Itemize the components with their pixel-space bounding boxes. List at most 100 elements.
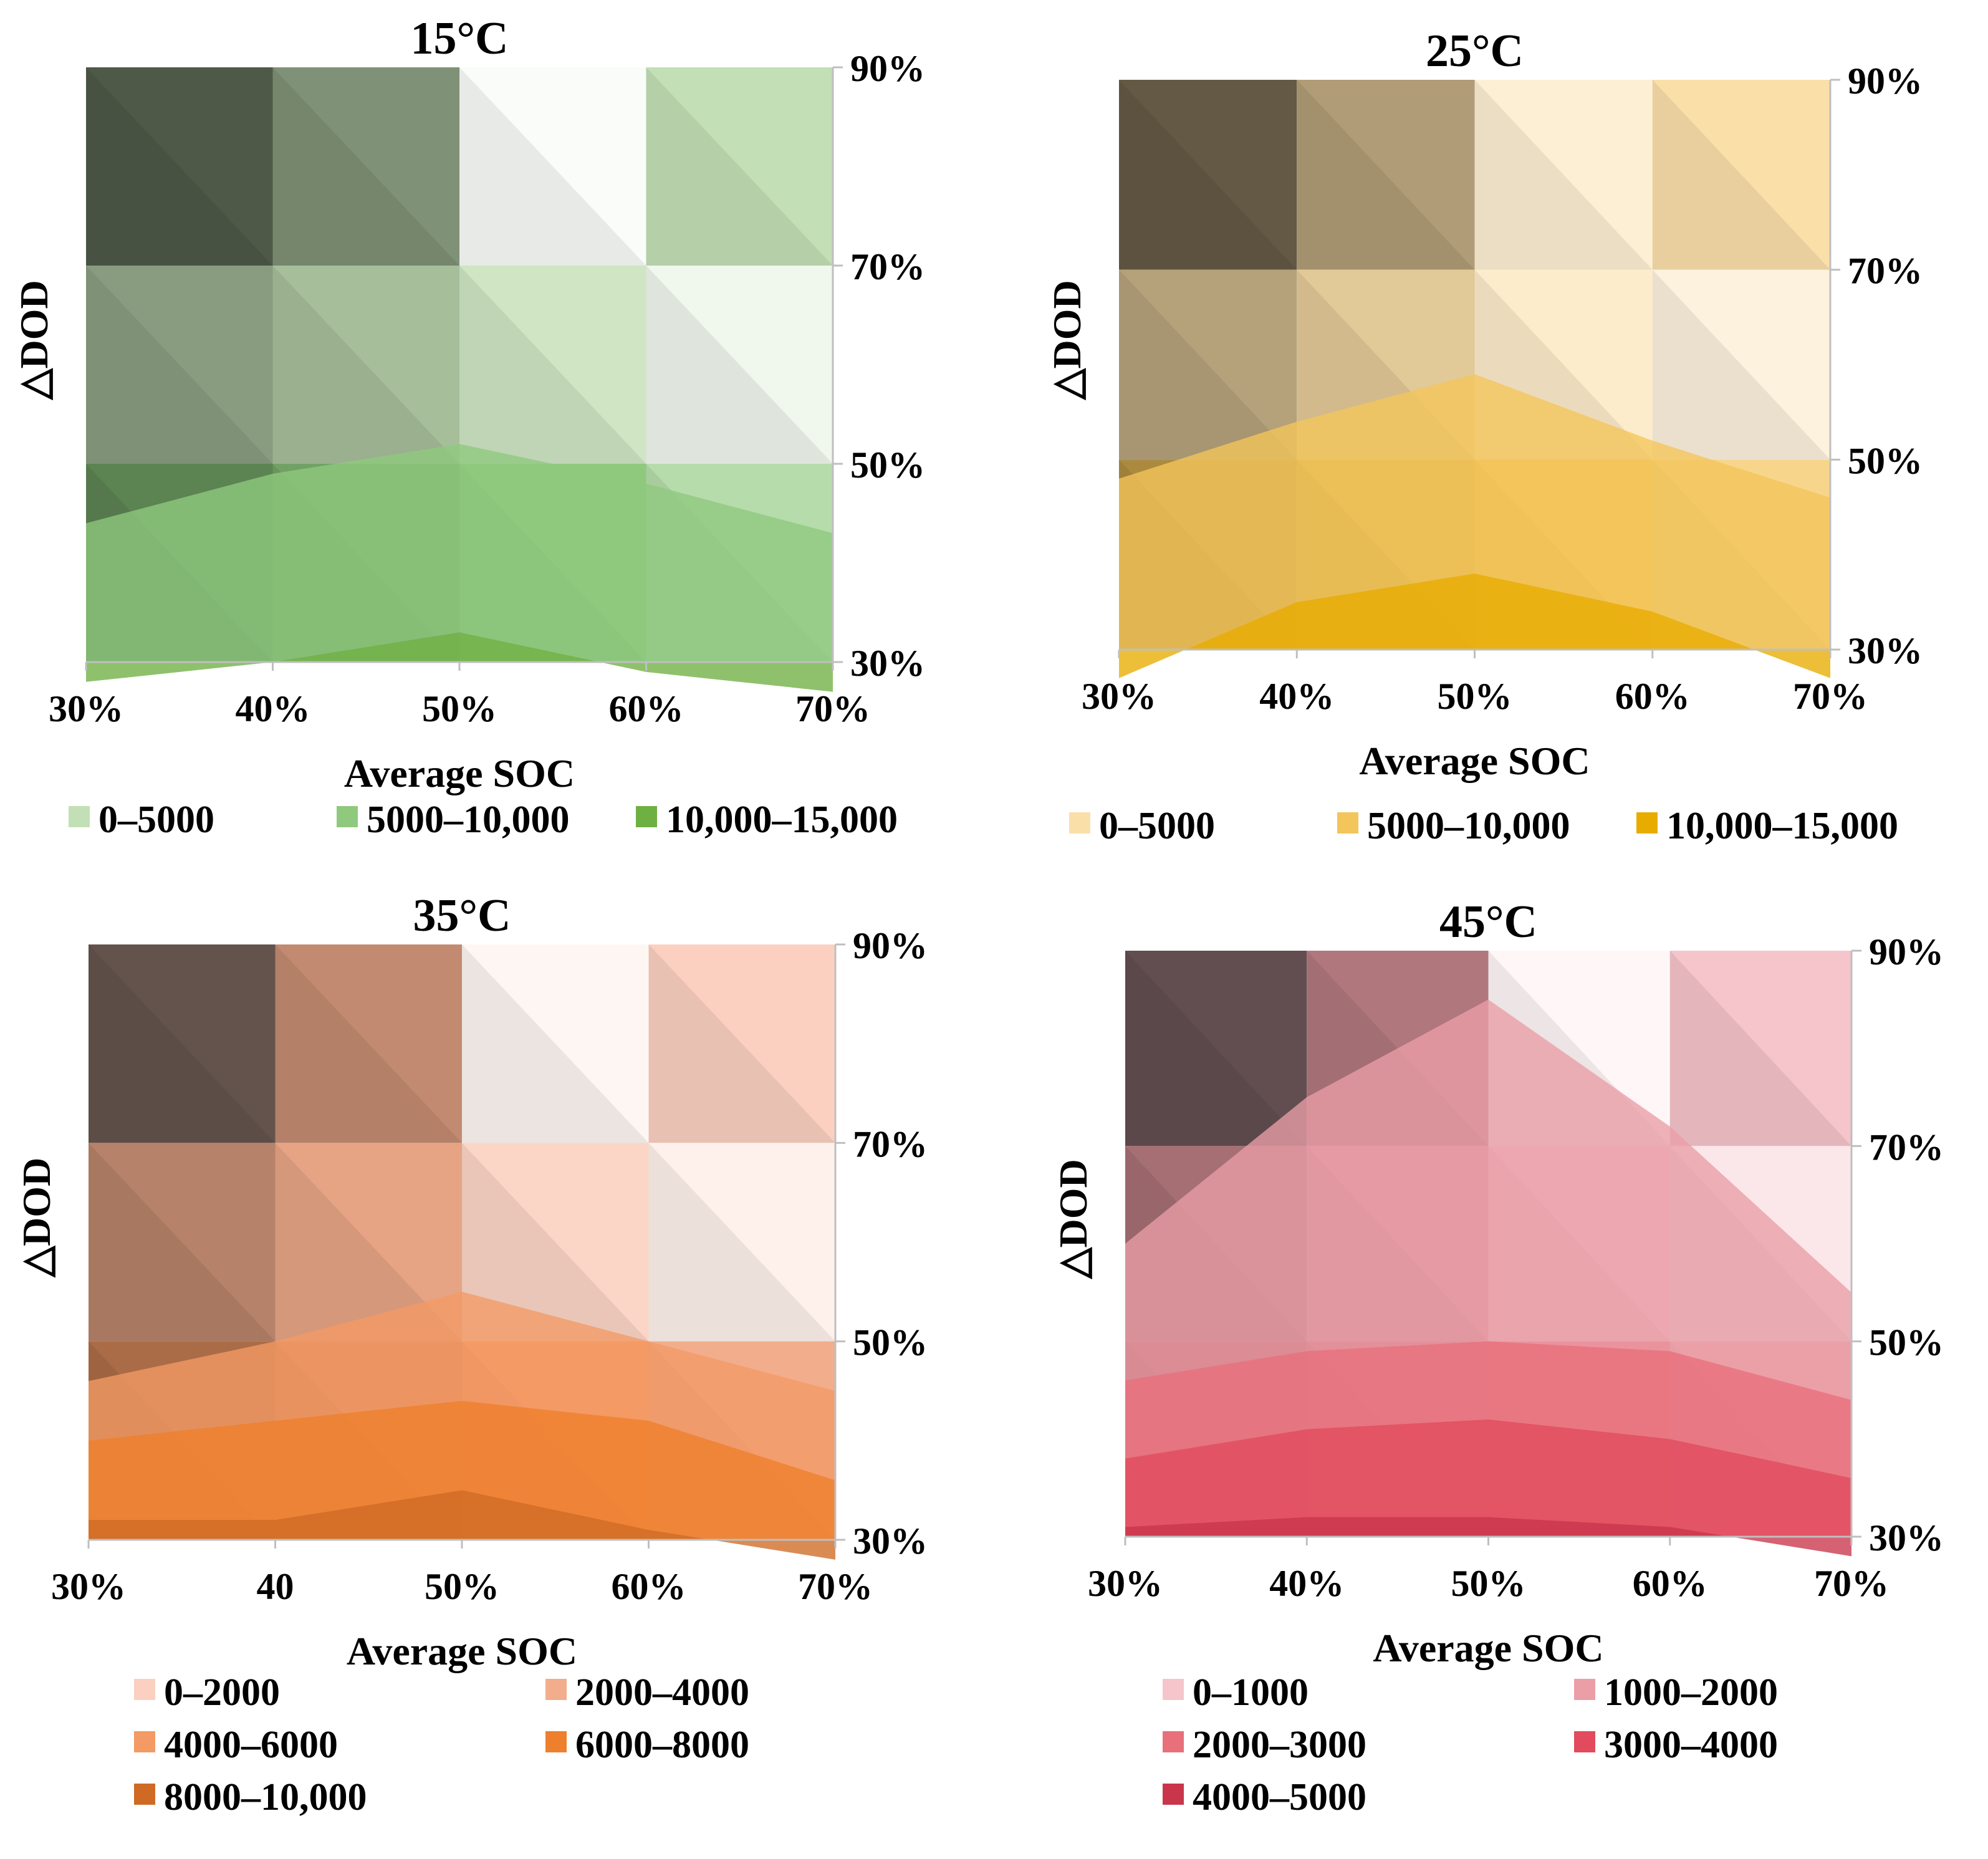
- y-tick-label: 50%: [853, 1322, 928, 1363]
- x-tick-label: 50%: [425, 1566, 499, 1607]
- panel-3: 30% 40 50% 60% 70% 90% 70% 50% 30% 35°C Average SO…: [14, 890, 928, 1818]
- contour-band: [86, 444, 833, 662]
- legend-swatch: [134, 1784, 155, 1805]
- cell-facet: [1669, 951, 1851, 1146]
- contour-band: [89, 1401, 835, 1540]
- legend-label: 0–5000: [98, 799, 214, 841]
- x-tick-label: 40%: [1259, 676, 1334, 717]
- y-tick-label: 50%: [1848, 440, 1923, 481]
- y-tick-label: 70%: [1848, 251, 1923, 292]
- y-tick-label: 30%: [1869, 1517, 1944, 1559]
- x-tick-label: 30%: [1088, 1563, 1163, 1604]
- cell-facet: [1125, 951, 1307, 1146]
- cell-facet: [89, 944, 276, 1143]
- legend-swatch: [1163, 1679, 1184, 1700]
- x-tick-label: 60%: [1615, 676, 1690, 717]
- panel-title: 15°C: [410, 13, 508, 64]
- heat-cell: [1652, 80, 1830, 270]
- heat-cell: [1125, 951, 1307, 1146]
- legend-swatch: [1163, 1784, 1184, 1805]
- cell-facet: [459, 67, 646, 266]
- panel-title: 25°C: [1426, 26, 1524, 77]
- heat-cell: [648, 944, 835, 1143]
- legend-label: 10,000–15,000: [1666, 805, 1898, 847]
- legend: 0–2000 2000–4000 4000–6000 6000–8000 8000–10…: [134, 1671, 749, 1818]
- cell-facet: [86, 266, 273, 464]
- heat-cell: [646, 266, 833, 464]
- legend: 0–1000 1000–2000 2000–3000 3000–4000 4000–50…: [1163, 1671, 1778, 1818]
- legend-label: 10,000–15,000: [666, 799, 898, 841]
- cell-facet: [646, 67, 833, 266]
- cell-facet: [646, 266, 833, 464]
- legend-swatch: [636, 806, 657, 827]
- x-tick-label: 60%: [1633, 1563, 1707, 1604]
- legend-label: 8000–10,000: [164, 1776, 367, 1818]
- panel-4: 30% 40% 50% 60% 70% 90% 70% 50% 30% 45°C Average S…: [1051, 896, 1944, 1818]
- heat-cell: [459, 67, 646, 266]
- legend-swatch: [1636, 812, 1658, 833]
- y-axis-label: △DOD: [1051, 1159, 1095, 1279]
- y-tick-label: 90%: [1869, 931, 1944, 973]
- x-axis-label: Average SOC: [1359, 739, 1590, 783]
- x-tick-label: 70%: [795, 688, 870, 729]
- legend-swatch: [134, 1679, 155, 1700]
- x-tick-label: 70%: [1793, 676, 1868, 717]
- legend-swatch: [134, 1731, 155, 1752]
- legend-swatch: [1163, 1731, 1184, 1752]
- legend-label: 0–5000: [1099, 805, 1215, 847]
- legend-swatch: [1574, 1731, 1595, 1752]
- contour-band: [1119, 574, 1830, 678]
- heat-cell: [89, 944, 276, 1143]
- x-axis-label: Average SOC: [347, 1629, 577, 1673]
- legend-label: 5000–10,000: [367, 799, 570, 841]
- cell-facet: [1297, 80, 1475, 270]
- heat-cell: [462, 944, 649, 1143]
- heat-cell: [648, 1143, 835, 1342]
- legend-swatch: [69, 806, 90, 827]
- heat-cell: [272, 67, 459, 266]
- cell-facet: [648, 1143, 835, 1342]
- legend-swatch: [337, 806, 358, 827]
- legend-label: 2000–3000: [1193, 1724, 1366, 1766]
- y-tick-label: 70%: [853, 1123, 928, 1165]
- x-tick-label: 50%: [1438, 676, 1512, 717]
- heat-cell: [86, 67, 273, 266]
- x-tick-label: 70%: [798, 1566, 873, 1607]
- panel-2: 30% 40% 50% 60% 70% 90% 70% 50% 30% 25°C Average S…: [1045, 26, 1923, 847]
- y-tick-label: 70%: [1869, 1126, 1944, 1168]
- legend-swatch: [1574, 1679, 1595, 1700]
- panel-title: 45°C: [1439, 896, 1537, 948]
- cell-facet: [1652, 80, 1830, 270]
- y-tick-label: 30%: [1848, 630, 1923, 671]
- y-tick-label: 90%: [1848, 60, 1923, 102]
- x-tick-label: 30%: [1082, 676, 1156, 717]
- contour-band: [89, 1490, 835, 1560]
- panel-1: 30% 40% 50% 60% 70% 90% 70% 50% 30% 15°C Average S…: [12, 13, 925, 841]
- y-tick-label: 90%: [853, 925, 928, 966]
- cell-facet: [1474, 80, 1653, 270]
- cell-facet: [86, 67, 273, 266]
- x-tick-label: 30%: [49, 688, 123, 729]
- heat-cell: [1474, 80, 1653, 270]
- x-tick-label: 60%: [612, 1566, 686, 1607]
- y-tick-label: 50%: [850, 444, 925, 486]
- y-axis-label: △DOD: [1045, 280, 1089, 400]
- legend-swatch: [1337, 812, 1358, 833]
- y-tick-label: 70%: [850, 246, 925, 287]
- legend-swatch: [545, 1679, 567, 1700]
- heat-cell: [86, 266, 273, 464]
- cell-facet: [1119, 80, 1297, 270]
- legend-label: 0–2000: [164, 1671, 280, 1714]
- x-tick-label: 40%: [1269, 1563, 1344, 1604]
- cell-facet: [272, 266, 459, 464]
- heat-cell: [459, 266, 646, 464]
- x-tick-label: 40: [257, 1566, 294, 1607]
- heat-cell: [646, 67, 833, 266]
- heat-cell: [272, 266, 459, 464]
- heat-cell: [275, 944, 462, 1143]
- y-tick-label: 30%: [850, 643, 925, 684]
- legend-swatch: [1069, 812, 1090, 833]
- y-tick-label: 90%: [850, 48, 925, 89]
- x-axis-label: Average SOC: [1373, 1626, 1603, 1670]
